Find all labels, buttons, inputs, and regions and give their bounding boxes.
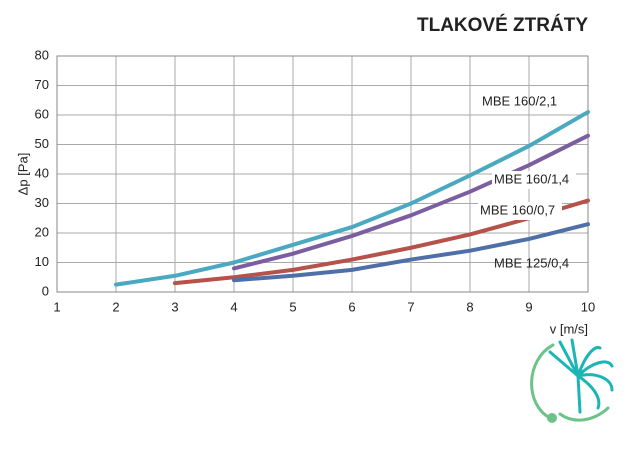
y-tick-label: 70	[35, 77, 49, 92]
series-line	[114, 110, 590, 287]
x-tick-label: 1	[53, 299, 60, 314]
chart-title: TLAKOVÉ ZTRÁTY	[417, 14, 588, 36]
series-label: MBE 160/2,1	[482, 93, 557, 108]
y-tick-label: 50	[35, 136, 49, 151]
series-line	[232, 222, 590, 283]
y-axis-label: Δp [Pa]	[15, 153, 30, 196]
series-line	[173, 198, 590, 286]
logo	[530, 338, 614, 423]
x-tick-label: 9	[525, 299, 532, 314]
series-line	[232, 133, 590, 271]
x-axis-label: v [m/s]	[550, 321, 588, 336]
series-label: MBE 160/1,4	[494, 171, 569, 186]
x-tick-label: 5	[289, 299, 296, 314]
y-tick-label: 0	[42, 283, 49, 298]
x-tick-label: 10	[581, 299, 595, 314]
y-tick-label: 20	[35, 224, 49, 239]
y-tick-label: 40	[35, 165, 49, 180]
x-tick-label: 8	[466, 299, 473, 314]
x-tick-label: 2	[112, 299, 119, 314]
x-tick-label: 4	[230, 299, 237, 314]
label-background	[478, 202, 562, 220]
series-label: MBE 160/0,7	[480, 202, 555, 217]
y-tick-label: 10	[35, 254, 49, 269]
y-tick-label: 80	[35, 47, 49, 62]
y-tick-label: 30	[35, 195, 49, 210]
plot-frame	[56, 55, 589, 293]
y-tick-label: 60	[35, 106, 49, 121]
label-background	[492, 171, 576, 189]
series-label: MBE 125/0,4	[494, 255, 569, 270]
x-tick-label: 7	[407, 299, 414, 314]
x-tick-label: 6	[348, 299, 355, 314]
x-tick-label: 3	[171, 299, 178, 314]
